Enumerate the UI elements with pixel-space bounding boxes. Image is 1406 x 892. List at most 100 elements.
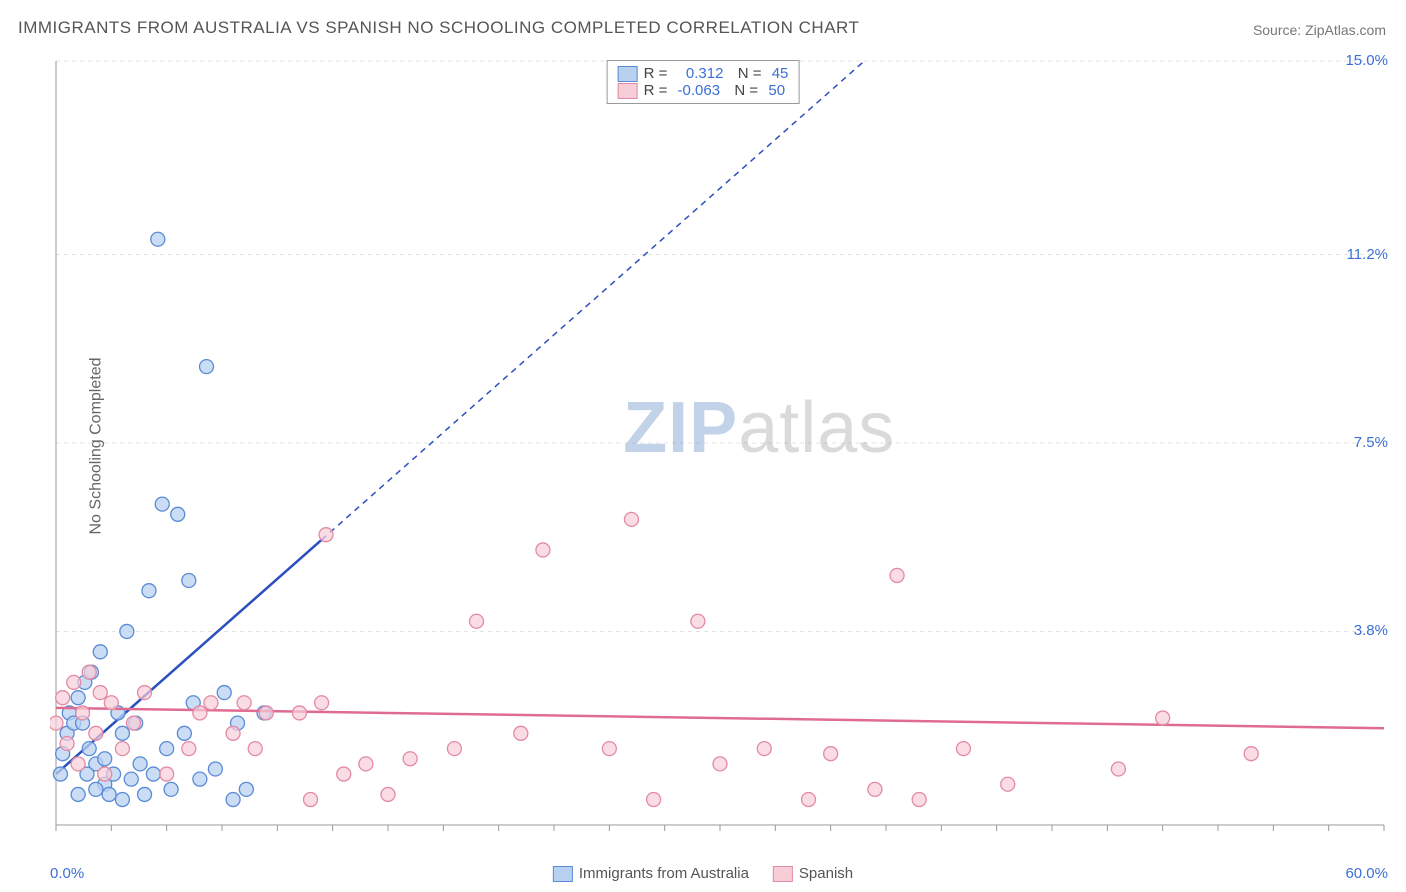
point-spanish [403, 752, 417, 766]
chart-title: IMMIGRANTS FROM AUSTRALIA VS SPANISH NO … [18, 18, 859, 38]
regression-line-spanish [56, 708, 1384, 728]
point-australia [102, 787, 116, 801]
regression-extension-australia [322, 61, 865, 540]
point-australia [177, 726, 191, 740]
point-australia [124, 772, 138, 786]
y-tick-label: 11.2% [1347, 246, 1388, 263]
point-australia [82, 742, 96, 756]
point-spanish [337, 767, 351, 781]
point-spanish [292, 706, 306, 720]
x-axis-max-label: 60.0% [1345, 865, 1388, 882]
point-spanish [193, 706, 207, 720]
y-tick-label: 15.0% [1345, 52, 1388, 69]
legend-swatch [618, 83, 638, 99]
point-australia [193, 772, 207, 786]
point-spanish [82, 665, 96, 679]
legend-swatch [618, 66, 638, 82]
point-australia [71, 691, 85, 705]
point-spanish [1244, 747, 1258, 761]
point-spanish [956, 742, 970, 756]
legend-row-australia: R = 0.312 N = 45 [618, 65, 789, 82]
point-australia [115, 726, 129, 740]
point-australia [171, 507, 185, 521]
point-spanish [138, 686, 152, 700]
series-legend: Immigrants from Australia Spanish [553, 865, 853, 882]
point-australia [226, 793, 240, 807]
point-australia [89, 782, 103, 796]
point-spanish [1111, 762, 1125, 776]
point-australia [115, 793, 129, 807]
point-australia [120, 624, 134, 638]
point-australia [53, 767, 67, 781]
source-label: Source: [1253, 22, 1305, 38]
point-spanish [71, 757, 85, 771]
point-spanish [60, 737, 74, 751]
point-spanish [624, 512, 638, 526]
point-spanish [104, 696, 118, 710]
point-spanish [319, 528, 333, 542]
point-spanish [89, 726, 103, 740]
point-australia [146, 767, 160, 781]
point-spanish [868, 782, 882, 796]
point-spanish [1156, 711, 1170, 725]
point-australia [151, 232, 165, 246]
point-spanish [602, 742, 616, 756]
point-spanish [1001, 777, 1015, 791]
point-spanish [126, 716, 140, 730]
legend-item-australia: Immigrants from Australia [553, 865, 749, 882]
point-australia [182, 574, 196, 588]
point-australia [155, 497, 169, 511]
point-spanish [691, 614, 705, 628]
point-spanish [204, 696, 218, 710]
point-spanish [470, 614, 484, 628]
r-value: 0.312 [678, 65, 724, 82]
y-tick-label: 7.5% [1354, 434, 1388, 451]
point-australia [200, 360, 214, 374]
point-australia [93, 645, 107, 659]
point-spanish [359, 757, 373, 771]
y-tick-label: 3.8% [1354, 622, 1388, 639]
point-spanish [50, 716, 63, 730]
point-australia [160, 742, 174, 756]
point-spanish [160, 767, 174, 781]
legend-swatch [773, 866, 793, 882]
r-label: R = [644, 65, 672, 82]
source-link[interactable]: ZipAtlas.com [1305, 22, 1386, 38]
point-spanish [115, 742, 129, 756]
legend-swatch [553, 866, 573, 882]
point-spanish [447, 742, 461, 756]
point-australia [164, 782, 178, 796]
point-spanish [182, 742, 196, 756]
legend-label: Immigrants from Australia [579, 865, 749, 882]
point-spanish [647, 793, 661, 807]
point-spanish [226, 726, 240, 740]
point-spanish [536, 543, 550, 557]
source-attribution: Source: ZipAtlas.com [1253, 22, 1386, 38]
point-spanish [912, 793, 926, 807]
point-spanish [824, 747, 838, 761]
legend-row-spanish: R = -0.063 N = 50 [618, 82, 789, 99]
point-spanish [76, 706, 90, 720]
n-label: N = [726, 82, 762, 99]
correlation-legend: R = 0.312 N = 45R = -0.063 N = 50 [607, 60, 800, 104]
n-value: 45 [772, 65, 789, 82]
point-spanish [304, 793, 318, 807]
point-spanish [98, 767, 112, 781]
correlation-chart [50, 55, 1390, 855]
r-label: R = [644, 82, 672, 99]
point-spanish [93, 686, 107, 700]
n-label: N = [729, 65, 765, 82]
n-value: 50 [768, 82, 785, 99]
point-australia [98, 752, 112, 766]
point-spanish [713, 757, 727, 771]
point-spanish [67, 675, 81, 689]
point-australia [239, 782, 253, 796]
point-australia [138, 787, 152, 801]
point-spanish [315, 696, 329, 710]
point-australia [71, 787, 85, 801]
point-spanish [237, 696, 251, 710]
x-axis-min-label: 0.0% [50, 865, 84, 882]
legend-label: Spanish [799, 865, 853, 882]
point-spanish [802, 793, 816, 807]
point-australia [142, 584, 156, 598]
